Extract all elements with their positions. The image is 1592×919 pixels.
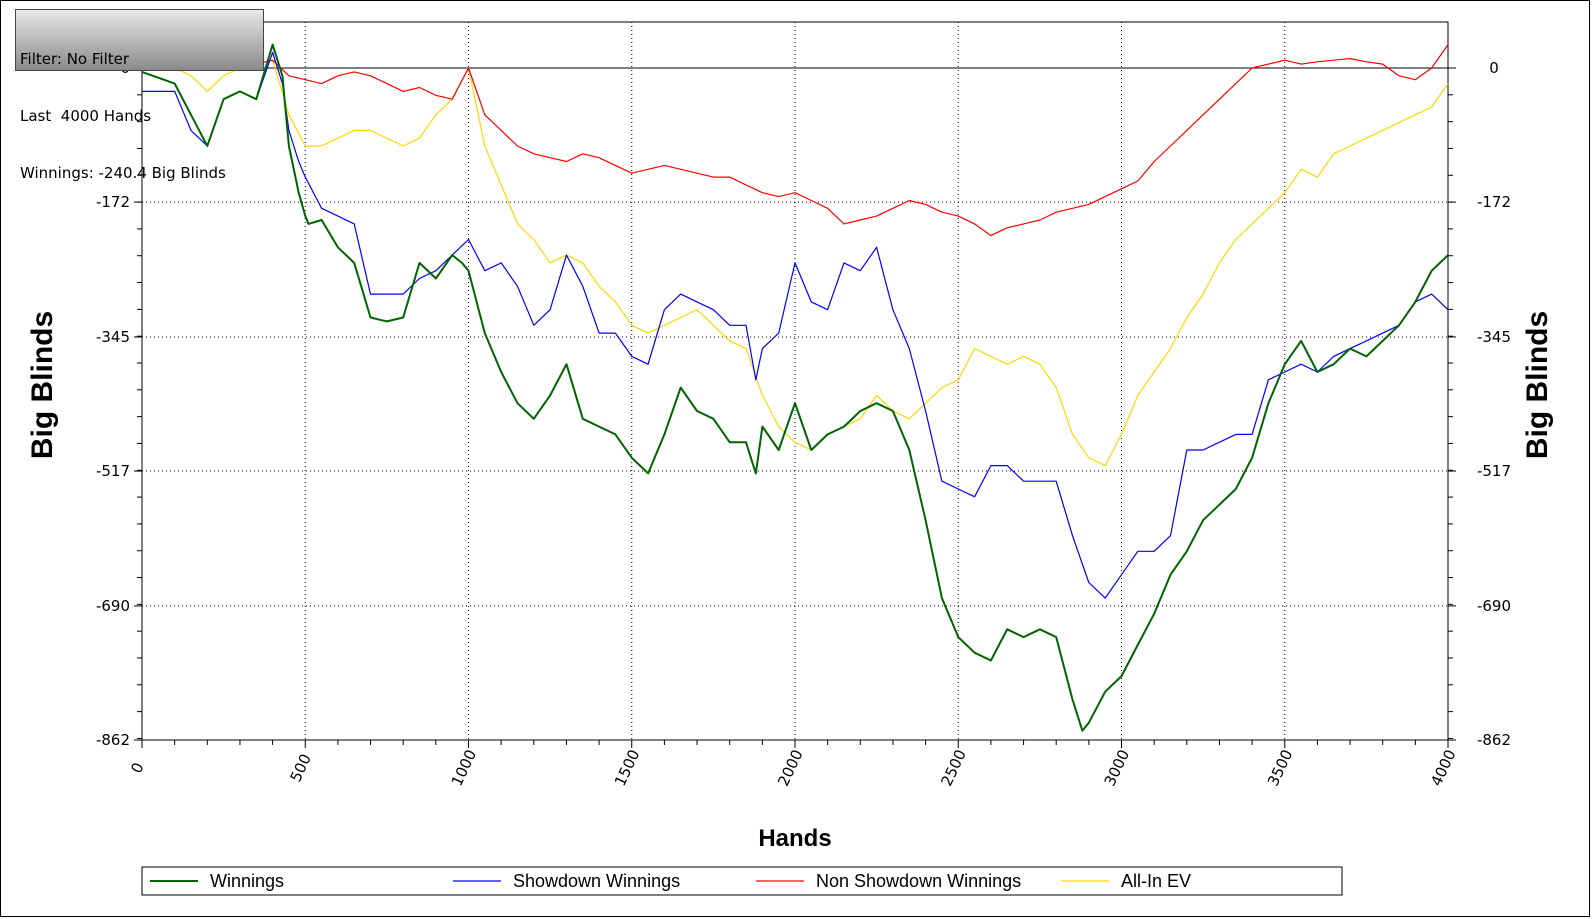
legend-label: All-In EV <box>1121 871 1191 891</box>
y-tick-label-left: -345 <box>96 328 130 346</box>
x-tick-label: 500 <box>287 751 315 785</box>
y-tick-label-right: -862 <box>1477 731 1511 749</box>
x-tick-label: 4000 <box>1427 747 1459 789</box>
plot-area <box>141 21 1449 741</box>
winnings-text: Winnings: -240.4 Big Blinds <box>20 164 226 182</box>
series-line-all-in-ev <box>141 59 1449 467</box>
series-line-non-showdown-winnings <box>141 44 1449 237</box>
legend-label: Winnings <box>210 871 284 891</box>
y-tick-label-right: -517 <box>1477 462 1511 480</box>
x-tick-label: 1000 <box>448 747 480 789</box>
legend-label: Showdown Winnings <box>513 871 680 891</box>
y-axis-label-left: Big Blinds <box>26 311 59 459</box>
y-tick-label-left: -517 <box>96 462 130 480</box>
legend: Winnings Showdown Winnings Non Showdown Wi… <box>141 866 1343 896</box>
hands-text: Last 4000 Hands <box>20 107 152 125</box>
x-tick-label: 3000 <box>1101 747 1133 789</box>
y-axis-label-right: Big Blinds <box>1521 311 1554 459</box>
series-lines <box>141 43 1449 732</box>
axes: 0500100015002000250030003500400000-172-1… <box>96 21 1511 789</box>
x-tick-label: 1500 <box>611 747 643 789</box>
x-axis-label: Hands <box>758 825 831 852</box>
y-tick-label-right: -690 <box>1477 597 1511 615</box>
x-tick-label: 2500 <box>937 747 969 789</box>
filter-text: Filter: No Filter <box>20 50 130 68</box>
x-tick-label: 3500 <box>1264 747 1296 789</box>
legend-label: Non Showdown Winnings <box>816 871 1021 891</box>
y-tick-label-right: -345 <box>1477 328 1511 346</box>
grid <box>142 22 1448 740</box>
series-line-showdown-winnings <box>142 51 1449 599</box>
series-line-winnings <box>141 43 1449 732</box>
y-tick-label-left: -172 <box>96 193 130 211</box>
y-tick-label-right: 0 <box>1489 59 1499 77</box>
y-tick-label-left: -690 <box>96 597 130 615</box>
filter-info-box: Filter: No Filter Last 4000 Hands Winnin… <box>15 9 264 182</box>
y-tick-label-left: -862 <box>96 731 130 749</box>
y-tick-label-right: -172 <box>1477 193 1511 211</box>
x-tick-label: 2000 <box>774 747 806 789</box>
x-tick-label: 0 <box>127 760 147 776</box>
